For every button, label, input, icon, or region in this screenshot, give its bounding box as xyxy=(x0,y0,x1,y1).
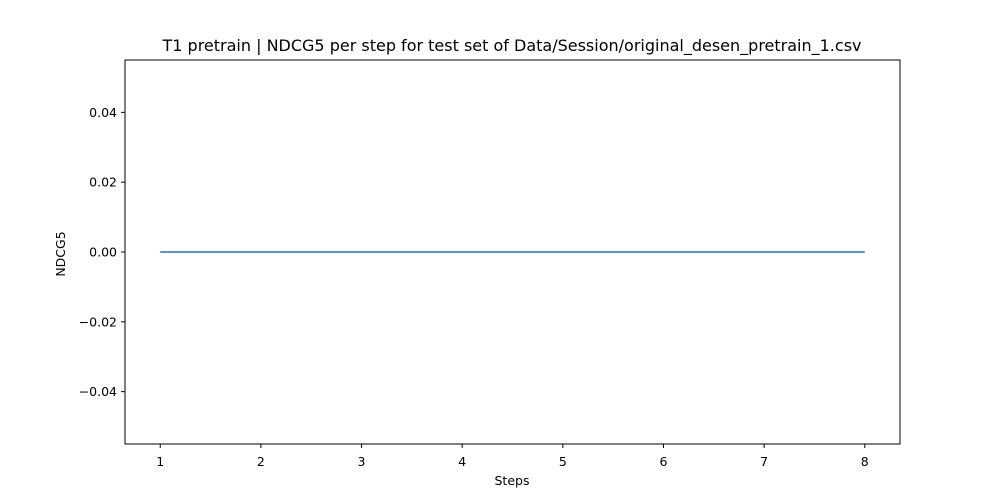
plot-area-frame xyxy=(124,59,901,445)
y-tick-label: −0.02 xyxy=(79,314,117,329)
x-tick-label: 1 xyxy=(156,454,164,469)
y-tick-label: 0.04 xyxy=(89,105,117,120)
x-tick-label: 3 xyxy=(358,454,366,469)
x-axis-ticks: 1 2 3 4 5 6 7 8 xyxy=(156,444,869,469)
y-axis-ticks: −0.04 −0.02 0.00 0.02 0.04 xyxy=(79,105,125,399)
x-tick-label: 4 xyxy=(458,454,466,469)
x-axis-label: Steps xyxy=(495,473,530,488)
x-tick-label: 8 xyxy=(861,454,869,469)
y-tick-label: 0.00 xyxy=(89,245,117,260)
y-tick-label: 0.02 xyxy=(89,175,117,190)
chart-title: T1 pretrain | NDCG5 per step for test se… xyxy=(162,36,862,56)
x-tick-label: 7 xyxy=(760,454,768,469)
y-axis-label: NDCG5 xyxy=(53,231,68,276)
x-tick-label: 2 xyxy=(257,454,265,469)
x-tick-label: 5 xyxy=(559,454,567,469)
y-tick-label: −0.04 xyxy=(79,384,117,399)
x-tick-label: 6 xyxy=(659,454,667,469)
